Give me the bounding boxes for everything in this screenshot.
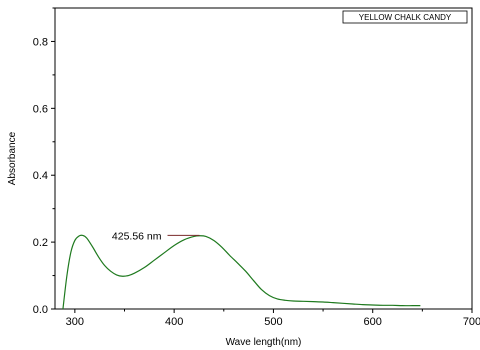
- x-tick-label: 400: [165, 316, 183, 328]
- x-tick-label: 700: [463, 316, 480, 328]
- series-layer: [62, 234, 421, 310]
- legend-label: YELLOW CHALK CANDY: [359, 13, 452, 22]
- peak-annotation: 425.56 nm: [112, 230, 162, 242]
- ticks: 300 400 500 600 700 0.0 0.2 0.4 0.6 0.8: [33, 7, 480, 328]
- y-tick-label: 0.6: [33, 103, 48, 115]
- series-line: [62, 234, 421, 310]
- y-tick-label: 0.8: [33, 36, 48, 48]
- axes: [54, 7, 473, 310]
- y-tick-label: 0.2: [33, 237, 48, 249]
- x-axis-title: Wave length(nm): [226, 337, 302, 348]
- y-tick-label: 0.4: [33, 170, 48, 182]
- annotation-layer: 425.56 nm: [112, 230, 200, 242]
- x-tick-label: 600: [364, 316, 382, 328]
- x-tick-label: 300: [66, 316, 84, 328]
- plot-frame: [54, 7, 473, 310]
- x-tick-label: 500: [264, 316, 282, 328]
- legend-box: [342, 10, 468, 24]
- y-axis-title: Absorbance: [7, 131, 18, 185]
- legend: YELLOW CHALK CANDY: [342, 10, 468, 24]
- y-tick-label: 0.0: [33, 304, 48, 316]
